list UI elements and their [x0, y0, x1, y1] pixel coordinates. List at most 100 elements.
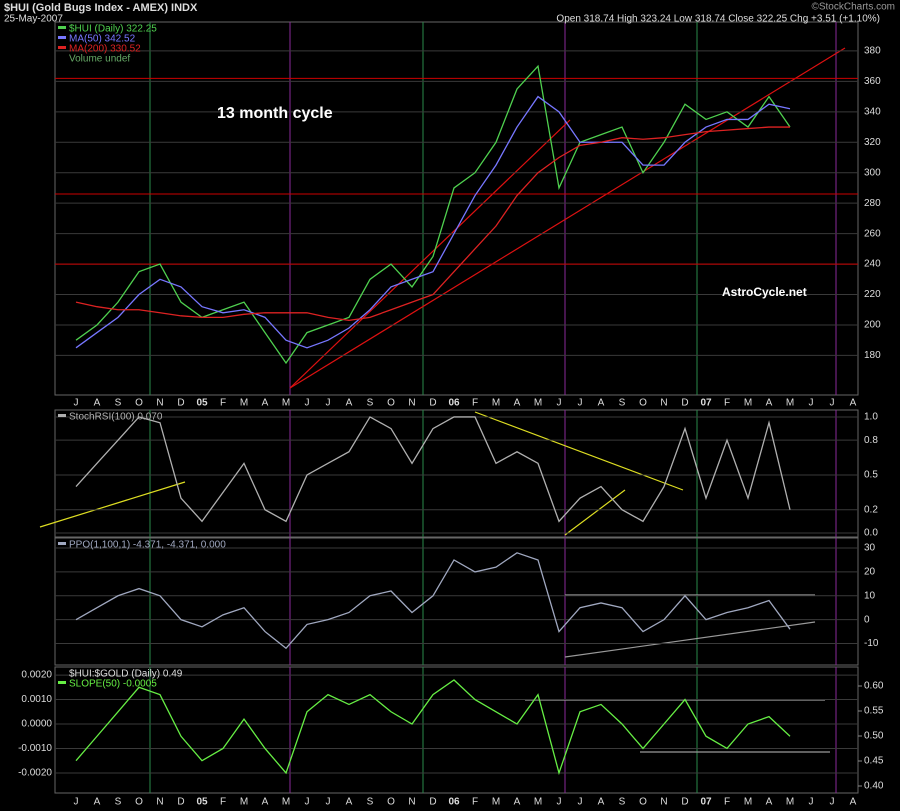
y-tick-label: 340	[864, 106, 881, 117]
x-tick-label: J	[830, 797, 835, 808]
x-tick-label: M	[744, 398, 752, 409]
x-tick-label: J	[809, 797, 814, 808]
x-tick-label: J	[74, 398, 79, 409]
x-tick-label: A	[94, 797, 101, 808]
x-tick-label: D	[429, 797, 436, 808]
trend-line	[289, 47, 846, 389]
y-tick-label: 220	[864, 289, 881, 300]
legend-swatch	[58, 26, 66, 29]
series-line	[75, 679, 791, 776]
x-tick-label: A	[514, 398, 521, 409]
x-tick-label: S	[367, 797, 374, 808]
x-tick-label: A	[262, 797, 269, 808]
x-tick-label: J	[578, 797, 583, 808]
x-tick-label: A	[346, 398, 353, 409]
y2-tick-label: 0.40	[864, 781, 884, 792]
legend-entry: MA(50) 342.52	[69, 34, 136, 45]
y-tick-label: 240	[864, 259, 881, 270]
x-tick-label: O	[639, 398, 647, 409]
x-tick-label: D	[681, 398, 688, 409]
x-tick-label: M	[282, 797, 290, 808]
chart-title: $HUI (Gold Bugs Index - AMEX) INDX	[4, 2, 198, 14]
x-tick-label: O	[387, 398, 395, 409]
ohlc: Open 318.74 High 323.24 Low 318.74 Close…	[556, 14, 880, 25]
trend-line	[564, 621, 816, 658]
series-line	[75, 416, 791, 523]
x-tick-label: D	[429, 398, 436, 409]
x-tick-label: F	[220, 398, 226, 409]
x-tick-label: S	[619, 398, 626, 409]
x-tick-label: F	[220, 797, 226, 808]
x-tick-label: M	[534, 398, 542, 409]
y-tick-label: 0.0	[864, 528, 878, 539]
price-panel	[54, 21, 859, 396]
x-tick-label: A	[598, 797, 605, 808]
x-tick-label: A	[346, 797, 353, 808]
x-tick-label: 05	[196, 398, 208, 409]
x-tick-label: 06	[448, 797, 460, 808]
trend-line	[289, 119, 571, 389]
x-tick-label: N	[156, 797, 163, 808]
x-tick-label: S	[115, 797, 122, 808]
legend-swatch	[58, 36, 66, 39]
y-tick-label: 0.0000	[21, 719, 52, 730]
x-tick-label: D	[177, 797, 184, 808]
x-tick-label: 06	[448, 398, 460, 409]
x-tick-label: A	[850, 797, 857, 808]
date: 25-May-2007	[4, 14, 63, 25]
x-tick-label: J	[557, 797, 562, 808]
x-tick-label: A	[514, 797, 521, 808]
y-tick-label: 20	[864, 567, 876, 578]
x-tick-label: M	[240, 398, 248, 409]
y-tick-label: 0.0010	[21, 694, 52, 705]
x-tick-label: M	[534, 797, 542, 808]
x-tick-label: 07	[700, 398, 712, 409]
y-tick-label: 0.8	[864, 435, 878, 446]
y-tick-label: 260	[864, 228, 881, 239]
x-tick-label: F	[472, 797, 478, 808]
x-tick-label: M	[240, 797, 248, 808]
y-tick-label: 380	[864, 46, 881, 57]
y2-tick-label: 0.55	[864, 706, 884, 717]
x-tick-label: J	[326, 797, 331, 808]
y-tick-label: 320	[864, 137, 881, 148]
legend-entry: PPO(1,100,1) -4.371, -4.371, 0.000	[69, 540, 226, 551]
y2-tick-label: 0.50	[864, 731, 884, 742]
x-tick-label: N	[660, 797, 667, 808]
x-tick-label: F	[724, 398, 730, 409]
panel-title: $HUI:$GOLD (Daily) 0.49	[69, 669, 183, 680]
stoch-panel	[54, 409, 859, 538]
x-tick-label: N	[660, 398, 667, 409]
annotation: Volume undef	[69, 54, 130, 65]
series-line	[75, 95, 791, 349]
x-tick-label: D	[681, 797, 688, 808]
x-tick-label: O	[639, 797, 647, 808]
legend-swatch	[58, 414, 66, 417]
y-tick-label: 280	[864, 198, 881, 209]
trend-line	[474, 411, 684, 491]
y2-tick-label: 0.45	[864, 756, 884, 767]
annotation: AstroCycle.net	[722, 285, 807, 299]
y-tick-label: 300	[864, 167, 881, 178]
x-tick-label: O	[387, 797, 395, 808]
y-tick-label: 10	[864, 590, 876, 601]
series-line	[75, 552, 791, 650]
x-tick-label: J	[830, 398, 835, 409]
y-tick-label: -0.0020	[18, 768, 52, 779]
y-tick-label: -0.0010	[18, 743, 52, 754]
x-tick-label: J	[578, 398, 583, 409]
x-tick-label: F	[724, 797, 730, 808]
x-tick-label: S	[619, 797, 626, 808]
ppo-panel	[54, 537, 859, 666]
x-tick-label: O	[135, 398, 143, 409]
x-tick-label: S	[115, 398, 122, 409]
legend-swatch	[58, 542, 66, 545]
x-tick-label: J	[305, 398, 310, 409]
x-tick-label: D	[177, 398, 184, 409]
y-tick-label: 1.0	[864, 412, 878, 423]
x-tick-label: M	[744, 797, 752, 808]
cycle-lines	[149, 22, 837, 793]
legend-swatch	[58, 46, 66, 49]
x-tick-label: N	[408, 398, 415, 409]
x-tick-label: S	[367, 398, 374, 409]
